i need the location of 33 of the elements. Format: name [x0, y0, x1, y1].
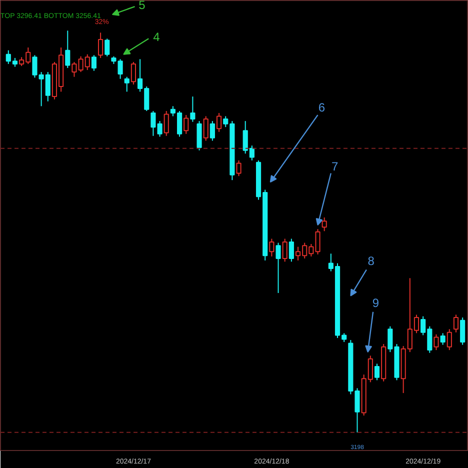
annotation: 4 [153, 30, 160, 44]
candlestick [288, 238, 294, 262]
candlestick [216, 112, 222, 132]
candlestick [130, 61, 136, 85]
candlestick [104, 38, 110, 57]
text: 5 [138, 0, 146, 12]
annotation: 6 [318, 100, 326, 114]
candlestick [440, 332, 446, 346]
candlestick [164, 110, 169, 136]
candlestick [124, 76, 130, 92]
candlestick [282, 238, 288, 262]
candlestick [184, 114, 189, 134]
candlestick [98, 32, 104, 58]
candlestick [203, 116, 208, 142]
candlestick [322, 216, 327, 232]
annotation: 9 [372, 296, 380, 310]
candlestick [190, 96, 196, 122]
candlestick [91, 54, 97, 72]
annotation: 8 [368, 254, 375, 268]
candlestick [453, 314, 459, 333]
candlestick [196, 120, 202, 151]
candlestick [374, 363, 380, 381]
candlestick [150, 110, 156, 136]
candlestick [434, 334, 439, 351]
annotation: 7 [332, 160, 339, 174]
candlestick [65, 30, 70, 68]
candlestick [210, 120, 215, 142]
candlestick [446, 328, 452, 351]
candlestick [157, 120, 162, 138]
candlestick [269, 238, 274, 257]
candlestick [460, 317, 466, 346]
candlestick [276, 242, 281, 294]
candlestick [236, 160, 242, 177]
